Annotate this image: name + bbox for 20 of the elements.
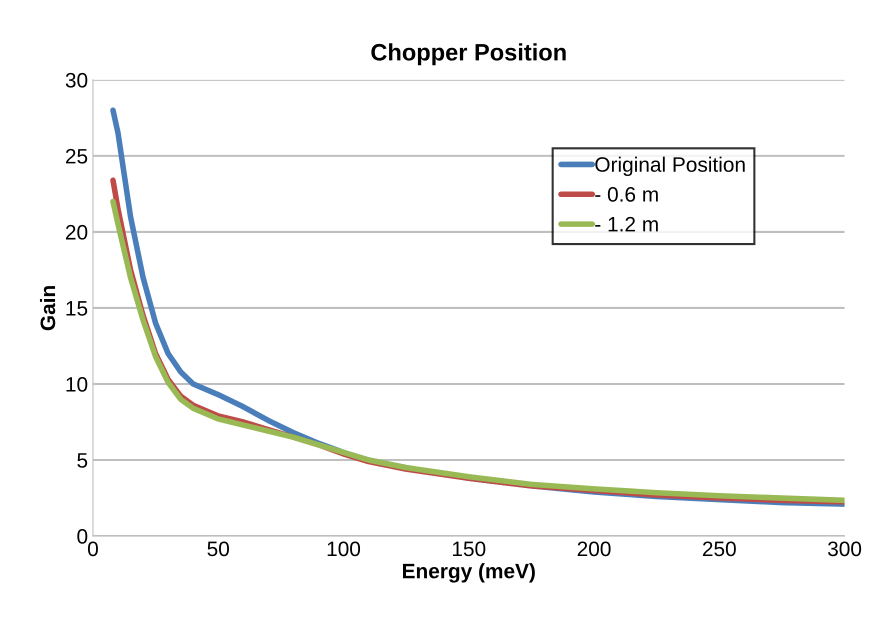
legend-label: - 1.2 m: [595, 216, 658, 232]
x-tick-label: 250: [702, 541, 736, 556]
x-tick-label: 0: [88, 541, 98, 556]
x-tick-label: 50: [207, 541, 229, 556]
y-tick-label: 20: [66, 224, 88, 240]
x-tick-label: 150: [452, 541, 486, 556]
legend-label: Original Position: [595, 156, 745, 176]
x-axis-title: Energy (meV): [403, 563, 535, 583]
y-tick-label: 0: [77, 529, 88, 544]
y-tick-label: 15: [66, 301, 88, 316]
x-tick-label: 300: [828, 541, 862, 556]
y-tick-label: 25: [66, 148, 88, 164]
y-tick-label: 10: [66, 376, 88, 392]
chart-title: Chopper Position: [371, 43, 566, 66]
x-tick-label: 200: [578, 541, 611, 556]
y-axis-title: Gain: [40, 286, 56, 330]
y-tick-label: 30: [66, 72, 88, 88]
y-tick-label: 5: [77, 453, 88, 468]
legend-label: - 0.6 m: [595, 187, 658, 202]
x-tick-label: 100: [328, 541, 360, 556]
